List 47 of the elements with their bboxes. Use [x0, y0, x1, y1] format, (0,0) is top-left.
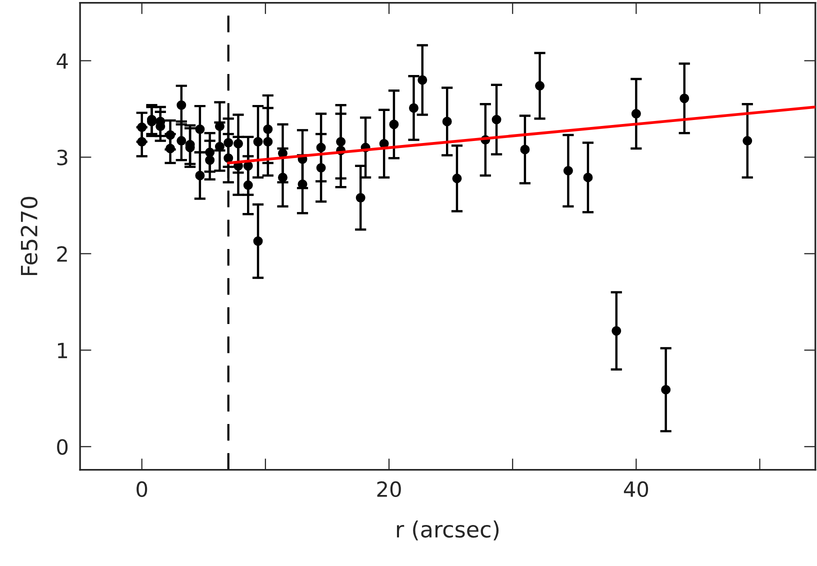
point	[263, 124, 273, 134]
point	[336, 137, 346, 147]
point	[253, 137, 263, 147]
y-tick-label: 2	[57, 246, 67, 262]
point	[205, 155, 215, 165]
point	[263, 137, 273, 147]
point	[583, 172, 593, 182]
point	[680, 94, 690, 104]
point	[166, 144, 176, 154]
point	[452, 174, 462, 184]
point	[243, 180, 253, 190]
point	[253, 236, 263, 246]
point	[389, 120, 399, 130]
y-tick-label: 4	[56, 53, 68, 69]
point	[195, 124, 205, 134]
point	[408, 103, 418, 113]
point	[631, 109, 641, 119]
point	[418, 75, 428, 85]
point	[316, 163, 326, 173]
point	[742, 136, 752, 146]
point	[316, 142, 326, 152]
point	[278, 172, 288, 182]
point	[520, 144, 530, 154]
point	[563, 166, 573, 176]
y-tick-label: 3	[57, 150, 68, 166]
point	[137, 122, 147, 132]
x-tick-label: 20	[377, 481, 401, 498]
point	[224, 138, 234, 148]
point	[137, 137, 147, 147]
point	[661, 384, 671, 394]
point	[442, 116, 452, 126]
point	[195, 170, 205, 180]
point	[356, 192, 366, 202]
x-tick-label: 40	[624, 481, 648, 498]
y-tick-label: 1	[58, 342, 68, 358]
point	[176, 136, 186, 146]
y-axis-title: Fe5270	[20, 196, 38, 276]
point	[492, 114, 502, 124]
point	[612, 326, 622, 336]
point	[176, 100, 186, 110]
x-tick-label: 0	[136, 481, 148, 498]
point	[535, 81, 545, 91]
point	[205, 148, 215, 158]
x-axis-title: r (arcsec)	[396, 520, 499, 540]
y-tick-label: 0	[57, 439, 68, 455]
point	[224, 153, 234, 163]
point	[234, 138, 243, 148]
